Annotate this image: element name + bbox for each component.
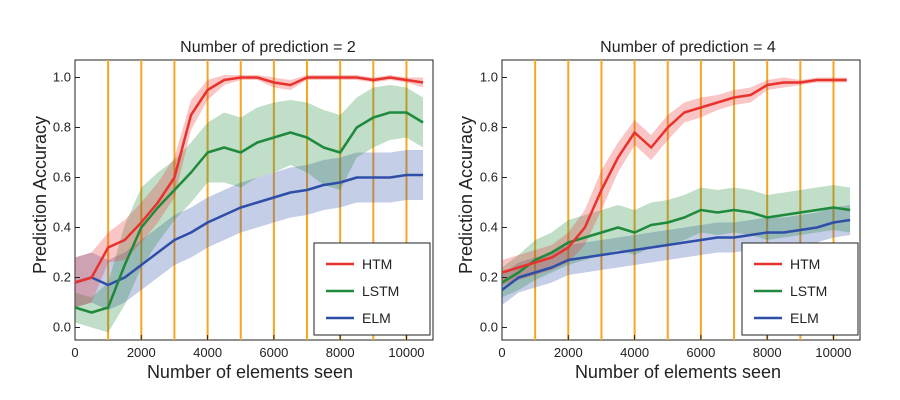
- y-tick-label: 0.4: [480, 220, 498, 235]
- chart-right-title: Number of prediction = 4: [600, 39, 776, 56]
- chart-left-frame: [74, 59, 434, 341]
- x-tick-label: 8000: [326, 345, 355, 360]
- series-line-htm: [501, 78, 847, 274]
- legend-htm-label: HTM: [362, 256, 392, 272]
- y-tick-label: 0.6: [53, 170, 71, 185]
- x-tick-label: 2000: [127, 345, 156, 360]
- series-band-lstm: [75, 85, 424, 333]
- series-line-lstm: [501, 206, 851, 284]
- series-band-lstm: [502, 185, 851, 298]
- series-band-htm: [502, 77, 847, 285]
- chart-left-legend: HTM LSTM ELM: [313, 242, 431, 336]
- x-tick-label: 4000: [620, 345, 649, 360]
- chart-right-xlabel: Number of elements seen: [575, 362, 781, 382]
- chart-right-frame: [501, 59, 861, 341]
- series-band-elm: [502, 205, 851, 305]
- chart-right-ylabel: Prediction Accuracy: [456, 116, 476, 274]
- x-tick-label: 6000: [686, 345, 715, 360]
- chart-left: Number of prediction = 2 Prediction Accu…: [30, 39, 434, 382]
- legend-lstm-label: LSTM: [790, 283, 827, 299]
- series-line-htm: [74, 76, 424, 284]
- chart-left-ylabel: Prediction Accuracy: [30, 116, 50, 274]
- x-tick-label: 4000: [193, 345, 222, 360]
- y-tick-label: 0.2: [480, 270, 498, 285]
- x-tick-label: 2000: [554, 345, 583, 360]
- x-tick-label: 10000: [388, 345, 424, 360]
- y-tick-label: 0.8: [53, 120, 71, 135]
- series-line-lstm: [74, 111, 424, 314]
- legend-lstm-label: LSTM: [362, 283, 399, 299]
- chart-right-legend-box: [741, 242, 859, 336]
- x-tick-label: 6000: [259, 345, 288, 360]
- x-tick-label: 8000: [753, 345, 782, 360]
- y-tick-label: 0.8: [480, 120, 498, 135]
- chart-left-legend-box: [313, 242, 431, 336]
- legend-htm-label: HTM: [790, 256, 820, 272]
- chart-right-legend: HTM LSTM ELM: [741, 242, 859, 336]
- chart-left-xlabel: Number of elements seen: [147, 362, 353, 382]
- y-tick-label: 0.2: [53, 270, 71, 285]
- y-tick-label: 1.0: [480, 70, 498, 85]
- x-tick-label: 0: [498, 345, 505, 360]
- y-tick-label: 0.0: [480, 320, 498, 335]
- legend-elm-label: ELM: [790, 310, 819, 326]
- series-line-elm: [74, 173, 424, 287]
- legend-elm-label: ELM: [362, 310, 391, 326]
- chart-left-title: Number of prediction = 2: [180, 39, 356, 56]
- chart-right-plot-area: 0 2000 4000 6000 8000 10000 0.0 0.2 0.4 0.6 0.8 1.0: [480, 60, 852, 360]
- x-tick-label: 10000: [815, 345, 851, 360]
- x-tick-label: 0: [71, 345, 78, 360]
- chart-right: Number of prediction = 4 Prediction Accu…: [456, 39, 861, 382]
- y-tick-label: 1.0: [53, 70, 71, 85]
- y-tick-label: 0.6: [480, 170, 498, 185]
- y-tick-label: 0.4: [53, 220, 71, 235]
- y-tick-label: 0.0: [53, 320, 71, 335]
- series-band-elm: [75, 150, 424, 310]
- series-line-elm: [501, 218, 851, 291]
